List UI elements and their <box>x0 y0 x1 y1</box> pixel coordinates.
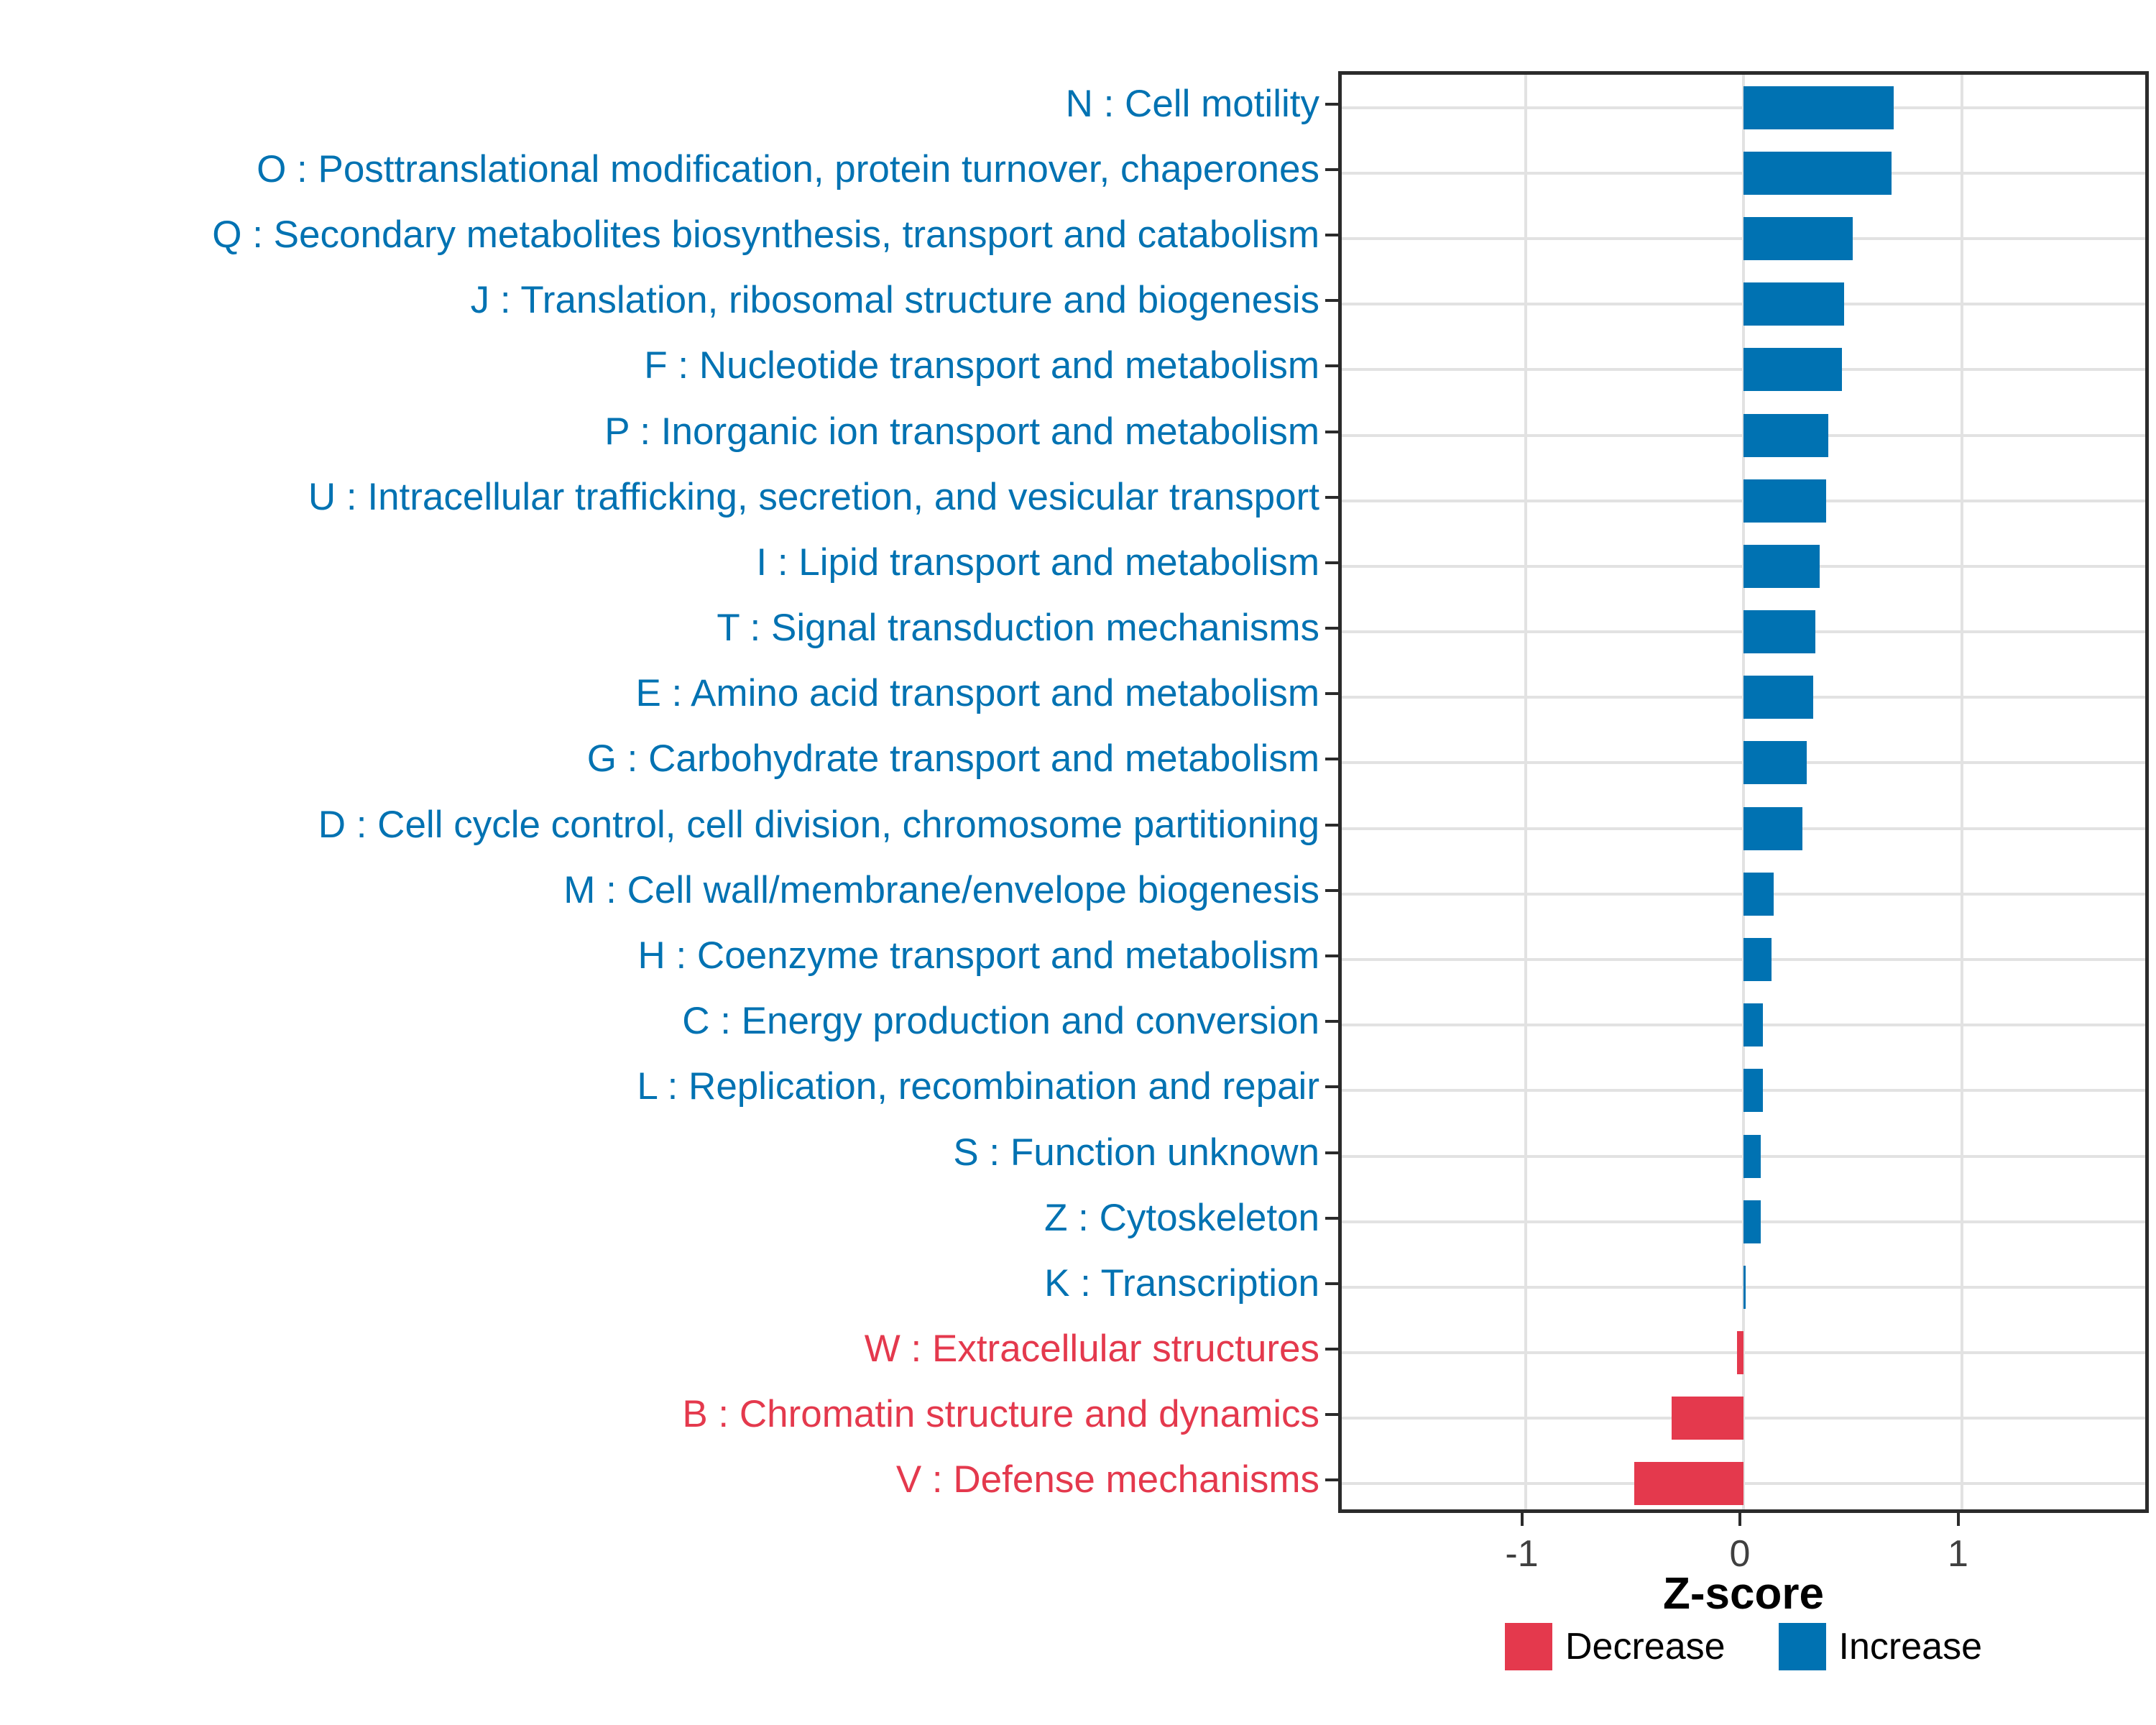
y-tick <box>1325 299 1338 303</box>
vertical-gridline-1 <box>1960 75 1963 1509</box>
y-tick <box>1325 561 1338 564</box>
category-label-M: M : Cell wall/membrane/envelope biogenes… <box>563 868 1319 911</box>
bar-E <box>1743 676 1814 719</box>
bar-J <box>1743 282 1844 326</box>
horizontal-gridline <box>1342 1417 2145 1420</box>
legend-item-decrease: Decrease <box>1504 1623 1726 1670</box>
bar-F <box>1743 348 1842 392</box>
y-tick <box>1325 495 1338 499</box>
legend-label-increase: Increase <box>1838 1626 1983 1668</box>
vertical-gridline--1 <box>1524 75 1527 1509</box>
y-tick <box>1325 430 1338 433</box>
y-tick <box>1325 1282 1338 1285</box>
category-label-Q: Q : Secondary metabolites biosynthesis, … <box>212 213 1319 256</box>
y-tick <box>1325 1216 1338 1220</box>
bar-L <box>1743 1069 1764 1113</box>
bar-I <box>1743 544 1820 588</box>
category-label-P: P : Inorganic ion transport and metaboli… <box>604 410 1319 453</box>
category-label-F: F : Nucleotide transport and metabolism <box>644 344 1319 387</box>
bar-M <box>1743 872 1774 916</box>
plot-panel <box>1338 71 2149 1513</box>
x-axis-title: Z-score <box>1663 1569 1824 1619</box>
y-tick <box>1325 102 1338 106</box>
bar-H <box>1743 937 1772 981</box>
bar-G <box>1743 741 1807 785</box>
bar-O <box>1743 151 1892 195</box>
category-label-O: O : Posttranslational modification, prot… <box>257 147 1319 190</box>
bar-C <box>1743 1003 1764 1047</box>
bar-S <box>1743 1134 1761 1178</box>
x-tick <box>1738 1513 1741 1526</box>
y-tick <box>1325 954 1338 957</box>
x-tick <box>1520 1513 1524 1526</box>
category-label-E: E : Amino acid transport and metabolism <box>635 672 1319 715</box>
y-tick <box>1325 1085 1338 1089</box>
legend: Decrease Increase <box>1504 1623 1983 1670</box>
y-tick <box>1325 1020 1338 1024</box>
category-label-D: D : Cell cycle control, cell division, c… <box>318 803 1319 846</box>
vertical-gridline-0 <box>1742 75 1745 1509</box>
legend-label-decrease: Decrease <box>1565 1626 1726 1668</box>
bar-Q <box>1743 216 1853 260</box>
category-label-W: W : Extracellular structures <box>864 1328 1319 1371</box>
y-tick <box>1325 364 1338 368</box>
y-tick <box>1325 627 1338 630</box>
y-tick <box>1325 692 1338 696</box>
y-tick <box>1325 167 1338 171</box>
bar-V <box>1634 1462 1743 1506</box>
bar-B <box>1671 1397 1743 1440</box>
bar-T <box>1743 610 1816 654</box>
horizontal-gridline <box>1342 1482 2145 1486</box>
y-tick <box>1325 758 1338 761</box>
x-tick-label-0: 0 <box>1729 1533 1751 1575</box>
horizontal-gridline <box>1342 1351 2145 1355</box>
legend-swatch-decrease <box>1504 1623 1552 1670</box>
y-tick <box>1325 823 1338 827</box>
category-label-J: J : Translation, ribosomal structure and… <box>470 279 1319 322</box>
x-tick <box>1956 1513 1960 1526</box>
category-label-S: S : Function unknown <box>953 1131 1319 1174</box>
y-tick <box>1325 1478 1338 1482</box>
x-tick-label-1: 1 <box>1948 1533 1968 1575</box>
bar-U <box>1743 479 1827 523</box>
legend-item-increase: Increase <box>1778 1623 1983 1670</box>
bar-Z <box>1743 1200 1761 1243</box>
category-label-B: B : Chromatin structure and dynamics <box>682 1393 1319 1436</box>
category-label-N: N : Cell motility <box>1065 82 1319 125</box>
y-tick <box>1325 1151 1338 1154</box>
category-label-I: I : Lipid transport and metabolism <box>756 540 1319 584</box>
bar-W <box>1736 1331 1743 1375</box>
y-tick <box>1325 1348 1338 1351</box>
category-label-H: H : Coenzyme transport and metabolism <box>637 934 1319 977</box>
y-tick <box>1325 233 1338 236</box>
y-tick <box>1325 888 1338 892</box>
legend-swatch-increase <box>1778 1623 1826 1670</box>
category-label-G: G : Carbohydrate transport and metabolis… <box>586 737 1319 781</box>
bar-D <box>1743 806 1802 850</box>
bar-N <box>1743 86 1894 129</box>
x-tick-label--1: -1 <box>1505 1533 1539 1575</box>
category-label-K: K : Transcription <box>1044 1261 1319 1305</box>
category-label-C: C : Energy production and conversion <box>682 1000 1319 1043</box>
y-tick <box>1325 1413 1338 1417</box>
category-label-T: T : Signal transduction mechanisms <box>717 607 1319 650</box>
category-label-V: V : Defense mechanisms <box>895 1458 1319 1501</box>
bar-K <box>1743 1265 1746 1309</box>
category-label-U: U : Intracellular trafficking, secretion… <box>308 475 1319 518</box>
bar-P <box>1743 413 1829 457</box>
category-label-L: L : Replication, recombination and repai… <box>637 1065 1319 1108</box>
category-label-Z: Z : Cytoskeleton <box>1044 1196 1319 1239</box>
